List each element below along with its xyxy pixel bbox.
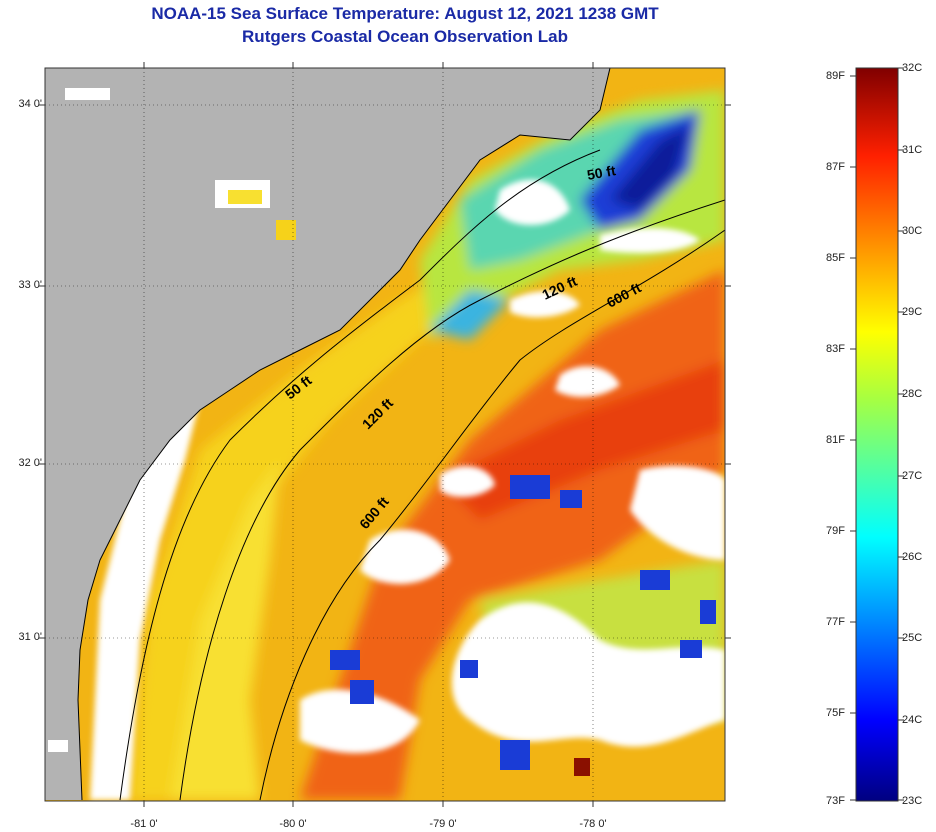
cb-f-79: 79F (826, 525, 845, 537)
chart-subtitle: Rutgers Coastal Ocean Observation Lab (242, 27, 568, 46)
cb-c-32: 32C (902, 62, 923, 74)
contour-120ft (179, 199, 725, 801)
cb-f-73: 73F (826, 795, 845, 807)
cb-c-25: 25C (902, 632, 923, 644)
lon-label-80: -80 0' (279, 818, 307, 830)
contour-50ft (119, 149, 601, 801)
upwelling-core (610, 125, 690, 210)
cb-c-27: 27C (902, 470, 923, 482)
lon-label-78: -78 0' (579, 818, 607, 830)
depth-contours (119, 149, 725, 801)
coastline (77, 68, 611, 801)
chart-title: NOAA-15 Sea Surface Temperature: August … (151, 4, 659, 23)
axis-ticks (39, 62, 731, 807)
lon-label-81: -81 0' (130, 818, 158, 830)
cold-pixels (330, 475, 716, 770)
cb-f-77: 77F (826, 616, 845, 628)
lat-lon-grid (45, 68, 725, 801)
cb-f-89: 89F (826, 70, 845, 82)
cloud-mask (90, 179, 725, 800)
contour-label-50ft-north: 50 ft (586, 162, 617, 183)
lat-label-31: 31 0' (18, 631, 42, 643)
colorbar (855, 67, 899, 802)
lat-label-32: 32 0' (18, 457, 42, 469)
cb-f-83: 83F (826, 343, 845, 355)
hot-spot (574, 758, 590, 776)
land-mass (45, 68, 610, 800)
lat-label-34: 34 0' (18, 98, 42, 110)
cb-c-30: 30C (902, 225, 923, 237)
lat-label-33: 33 0' (18, 279, 42, 291)
map-frame (44, 67, 726, 802)
cb-c-29: 29C (902, 306, 923, 318)
cb-f-75: 75F (826, 707, 845, 719)
contour-600ft (259, 229, 725, 801)
cb-c-28: 28C (902, 388, 923, 400)
nearshore-light (170, 460, 280, 800)
lon-label-79: -79 0' (429, 818, 457, 830)
cb-f-85: 85F (826, 252, 845, 264)
cb-c-23: 23C (902, 795, 923, 807)
colorbar-ticks (850, 67, 904, 801)
cb-c-31: 31C (902, 144, 923, 156)
cb-f-81: 81F (826, 434, 845, 446)
cb-c-24: 24C (902, 714, 923, 726)
cb-f-87: 87F (826, 161, 845, 173)
cb-c-26: 26C (902, 551, 923, 563)
upwelling-patch (430, 290, 510, 340)
